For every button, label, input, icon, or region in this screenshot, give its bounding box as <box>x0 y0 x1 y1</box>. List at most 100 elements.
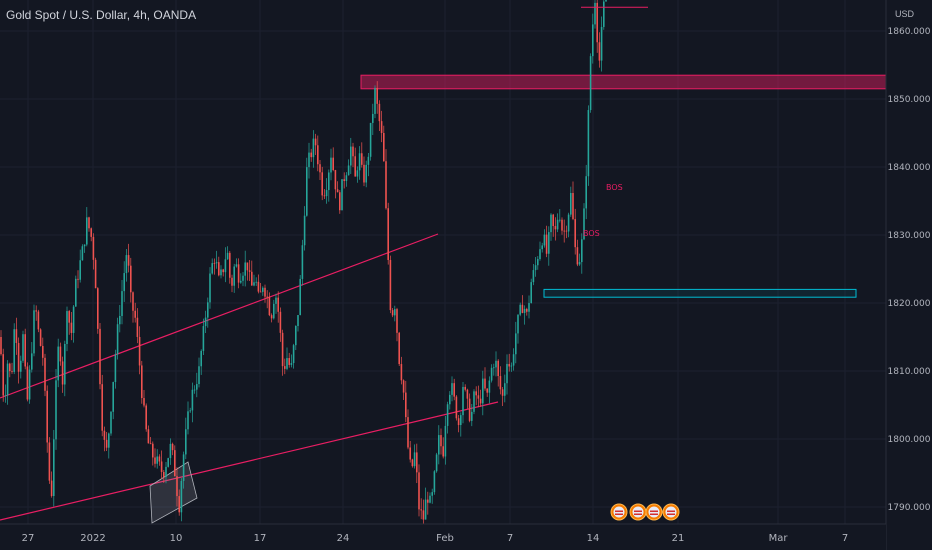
candle-body <box>312 138 315 158</box>
candle-body <box>427 499 429 503</box>
candle-body <box>90 228 92 237</box>
candle-body <box>105 439 108 448</box>
candle-body <box>407 417 409 448</box>
candle-body <box>372 113 374 123</box>
candle-body <box>235 264 238 267</box>
candle-body <box>587 110 590 177</box>
candle-body <box>339 192 341 211</box>
candle-body <box>97 288 99 329</box>
candle-body <box>46 390 48 443</box>
time-axis-bg <box>0 524 886 550</box>
time-tick-label: 24 <box>337 533 350 544</box>
candle-body <box>130 265 132 293</box>
candle-body <box>605 0 607 2</box>
candle-body <box>578 262 581 265</box>
candle-body <box>466 389 469 399</box>
candle-body <box>453 383 455 397</box>
candle-body <box>464 386 466 390</box>
candle-body <box>31 353 33 370</box>
candle-body <box>310 152 312 158</box>
time-axis[interactable]: 27 2022 10 17 24 Feb 7 14 21 Mar 7 <box>0 523 886 550</box>
candle-body <box>222 269 224 273</box>
candle-body <box>347 165 350 176</box>
candle-body <box>442 446 444 457</box>
candle-body <box>253 282 255 286</box>
price-tick-label: 1840.000 <box>888 163 931 173</box>
candle-body <box>438 435 440 455</box>
candle-body <box>521 304 524 313</box>
candle-body <box>451 383 453 395</box>
candle-body <box>176 476 178 497</box>
candle-body <box>13 329 15 372</box>
candle-body <box>559 219 561 221</box>
candle-body <box>570 193 572 215</box>
candle-body <box>156 456 158 464</box>
candle-body <box>449 394 451 405</box>
candle-body <box>290 363 293 365</box>
candle-body <box>143 398 145 406</box>
candle-body <box>462 386 464 416</box>
time-tick-label: 10 <box>170 533 183 544</box>
candle-body <box>422 510 425 520</box>
candle-body <box>552 214 554 227</box>
candle-body <box>244 262 246 276</box>
candle-body <box>334 170 337 190</box>
candle-body <box>83 244 86 247</box>
candle-body <box>468 398 471 421</box>
candle-body <box>251 271 253 286</box>
candle-body <box>246 262 249 271</box>
candle-body <box>455 396 458 419</box>
candle-body <box>435 454 438 472</box>
candle-body <box>431 492 433 496</box>
candle-body <box>554 226 557 230</box>
candle-body <box>446 404 449 426</box>
chart-drawings[interactable] <box>0 0 887 524</box>
event-icon-stripe <box>615 510 623 512</box>
candle-body <box>121 291 123 316</box>
candle-body <box>488 380 491 393</box>
candle-body <box>136 317 139 337</box>
candle-body <box>539 249 541 260</box>
candle-body <box>376 87 378 104</box>
chart-overlays[interactable]: 31.699 (1.69%) 3169.9BOSBOS <box>0 0 886 521</box>
candle-body <box>352 146 354 157</box>
bos-label: BOS <box>606 183 623 192</box>
candle-body <box>270 315 273 319</box>
economic-event-icon <box>610 503 628 521</box>
candle-body <box>255 281 257 283</box>
event-icon-stripe <box>667 510 675 512</box>
candle-body <box>354 156 356 177</box>
candle-body <box>600 26 603 61</box>
candle-body <box>499 376 502 390</box>
candle-body <box>336 189 339 193</box>
candle-body <box>35 310 37 312</box>
time-tick-label: Mar <box>769 533 789 544</box>
candle-body <box>134 310 136 318</box>
candle-body <box>532 270 535 283</box>
candle-body <box>556 219 559 230</box>
candle-body <box>391 310 394 316</box>
candle-body <box>330 157 332 173</box>
candle-body <box>541 245 543 250</box>
candle-body <box>484 378 486 389</box>
candle-body <box>495 360 497 368</box>
candle-body <box>187 411 189 430</box>
candle-body <box>125 255 128 274</box>
candle-body <box>515 333 517 355</box>
event-icon-stripe <box>650 510 658 512</box>
price-axis[interactable]: 1790.000 1800.000 1810.000 1820.000 1830.000… <box>885 0 932 550</box>
candle-body <box>154 457 156 464</box>
candle-body <box>237 264 240 283</box>
candle-body <box>57 346 59 381</box>
candle-body <box>306 167 308 216</box>
candle-body <box>119 315 121 325</box>
candle-body <box>242 275 244 281</box>
candle-body <box>288 358 290 365</box>
candle-body <box>473 391 475 412</box>
candle-body <box>53 439 55 496</box>
candle-body <box>92 236 95 260</box>
candle-body <box>220 269 222 276</box>
candle-body <box>504 383 506 396</box>
candle-body <box>350 146 352 166</box>
